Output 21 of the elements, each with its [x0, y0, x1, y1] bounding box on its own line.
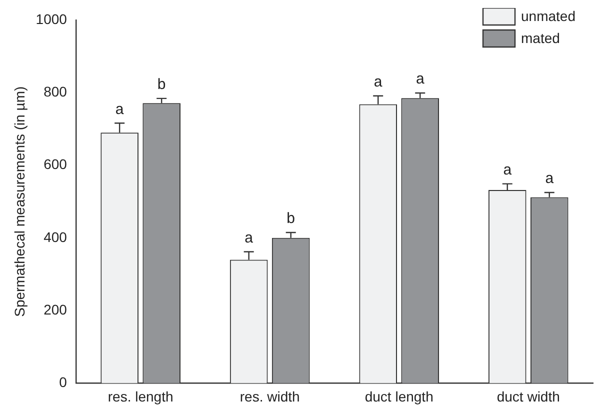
annotation: b [157, 76, 166, 94]
x-tick-label: res. width [240, 388, 300, 404]
annotation: a [545, 170, 554, 188]
y-tick-label: 1000 [36, 10, 68, 27]
annotation: a [115, 100, 124, 118]
x-tick-label: duct length [364, 388, 434, 404]
y-tick-label: 600 [44, 156, 68, 172]
legend-label: mated [521, 30, 560, 46]
x-tick-label: res. length [108, 388, 174, 404]
annotation: a [503, 161, 512, 178]
y-tick-label: 0 [59, 374, 68, 390]
y-tick-label: 800 [44, 84, 68, 100]
x-tick-label: duct width [496, 388, 560, 404]
y-axis-title: Spermathecal measurements (in µm) [11, 86, 28, 317]
y-tick-label: 400 [44, 228, 68, 245]
annotation: a [244, 229, 254, 246]
legend-label: unmated [521, 8, 576, 24]
annotation: b [286, 210, 296, 228]
annotation: a [416, 70, 425, 88]
annotation: a [374, 74, 383, 91]
y-tick-label: 200 [44, 301, 68, 318]
